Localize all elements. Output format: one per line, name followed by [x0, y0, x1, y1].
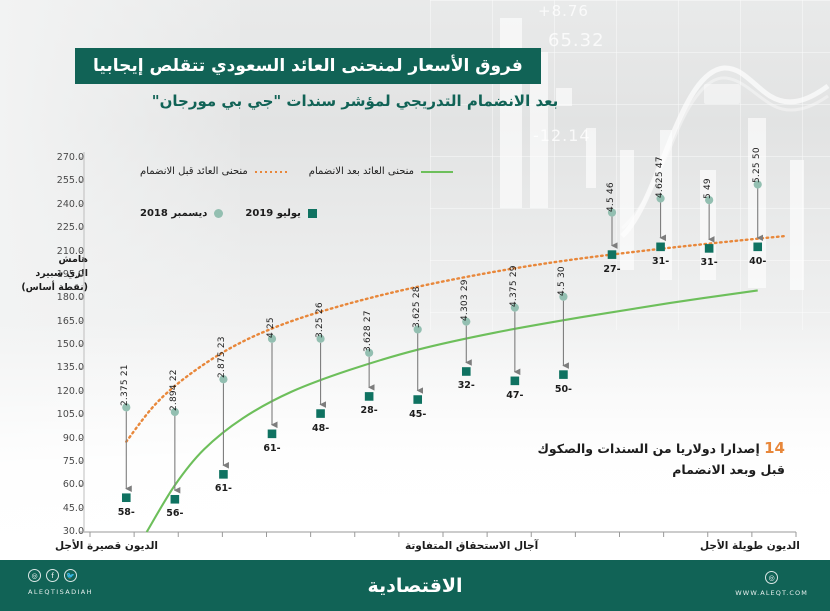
- x-axis-category-short: الديون قصيرة الأجل: [55, 540, 159, 552]
- bond-label: 4 25: [266, 316, 276, 338]
- annotation-line1: إصدارا دولاريا من السندات والصكوك: [537, 441, 760, 456]
- bond-label: 5.25 50: [751, 147, 762, 184]
- y-axis-tick: 255.0: [56, 175, 84, 187]
- spread-change-label: 32-: [457, 380, 475, 392]
- x-axis-category-long: الديون طويلة الأجل: [700, 540, 800, 552]
- footer: ◎ f 🐦 ALEQTISADIAH الاقتصادية ◎ WWW.ALEQ…: [0, 560, 830, 611]
- bond-label: 4.5 30: [557, 265, 568, 296]
- background-bar: [660, 130, 672, 280]
- y-axis-tick: 60.0: [62, 479, 84, 491]
- y-axis-tick: 270.0: [56, 152, 84, 163]
- y-axis-tick: 105.0: [56, 409, 84, 421]
- y-axis-tick: 225.0: [56, 222, 84, 234]
- background-number: 65.32: [548, 30, 605, 51]
- footer-site-block[interactable]: ◎ WWW.ALEQT.COM: [735, 571, 808, 597]
- background-bar: [620, 150, 634, 270]
- website-icon[interactable]: ◎: [765, 571, 779, 584]
- page-title: فروق الأسعار لمنحنى العائد السعودي تتقلص…: [75, 48, 541, 84]
- legend-label-december-2018: ديسمبر 2018: [140, 208, 208, 219]
- spread-change-label: 40-: [749, 255, 767, 267]
- bond-label: 4.5 46: [606, 181, 616, 212]
- background-bar: [530, 52, 548, 208]
- legend-label-july-2019: يوليو 2019: [245, 208, 301, 219]
- background-number: +8.76: [538, 2, 589, 20]
- y-axis-title-line3: (نقطة أساس): [21, 281, 88, 293]
- bond-label: 5 49: [703, 178, 714, 200]
- y-axis-title: هامش الزي سبيرد (نقطة أساس): [18, 253, 88, 294]
- bond-label: 2.375 21: [120, 364, 131, 407]
- legend-label-after-curve: منحنى العائد بعد الانضمام: [308, 166, 415, 177]
- spread-change-label: 45-: [409, 408, 427, 420]
- annotation-note: 14 إصدارا دولاريا من السندات والصكوك قبل…: [505, 437, 785, 480]
- legend-item-july-2019: يوليو 2019: [245, 208, 317, 219]
- footer-social-block: ◎ f 🐦 ALEQTISADIAH: [28, 569, 93, 596]
- social-icons[interactable]: ◎ f 🐦: [28, 569, 93, 582]
- spread-change-label: 47-: [506, 389, 524, 401]
- y-axis-tick: 240.0: [56, 198, 84, 210]
- y-axis-tick: 120.0: [56, 385, 84, 397]
- bond-label: 4.625 47: [654, 155, 665, 198]
- bond-label: 3.628 27: [363, 310, 374, 352]
- spread-change-label: 61-: [214, 483, 233, 495]
- bond-label: 3.625 28: [411, 286, 422, 329]
- chart-area: 270.0 255.0 240.0 225.0 210.0 195.0 180.0 165.0…: [18, 0, 800, 560]
- y-axis-tick: 90.0: [62, 432, 84, 444]
- footer-brand-arabic: الاقتصادية: [367, 574, 463, 597]
- y-axis-title-line2: الزي سبيرد: [35, 267, 88, 279]
- legend-item-december-2018: ديسمبر 2018: [140, 208, 224, 219]
- legend-series: يوليو 2019 ديسمبر 2018: [140, 208, 560, 219]
- spread-change-label: 58-: [117, 506, 135, 518]
- y-axis-tick: 150.0: [56, 339, 84, 350]
- circle-marker-icon: [214, 209, 224, 218]
- dotted-line-icon: [254, 170, 287, 173]
- y-axis-tick: 45.0: [62, 502, 84, 514]
- y-axis-title-line1: هامش: [58, 254, 88, 265]
- y-axis-tick: 195.0: [56, 268, 84, 280]
- background-photo: +8.76 65.32 -12.14: [0, 0, 830, 560]
- x-axis-category-mixed: آجال الاستحقاق المتفاوتة: [405, 540, 539, 552]
- legend-label-before-curve: منحنى العائد قبل الانضمام: [140, 166, 248, 177]
- footer-brand-latin: ALEQTISADIAH: [28, 588, 93, 596]
- annotation-count: 14: [764, 439, 785, 457]
- instagram-icon[interactable]: ◎: [28, 569, 41, 582]
- bond-label: 3.25 26: [314, 302, 325, 338]
- spread-change-label: 48-: [311, 422, 330, 434]
- square-marker-icon: [307, 209, 317, 218]
- y-axis-tick: 165.0: [56, 315, 84, 327]
- plot-svg: [80, 152, 797, 537]
- footer-site-url: WWW.ALEQT.COM: [735, 589, 808, 597]
- spread-change-label: 61-: [263, 442, 281, 454]
- bond-label: 2.875 23: [217, 336, 228, 379]
- legend-curves: منحنى العائد بعد الانضمام منحنى العائد ق…: [140, 166, 560, 177]
- y-axis-tick: 210.0: [56, 245, 84, 257]
- legend-item-after-curve: منحنى العائد بعد الانضمام: [308, 166, 454, 177]
- y-axis-tick: 30.0: [62, 526, 84, 537]
- bond-label: 4.375 29: [508, 264, 519, 307]
- y-axis-ticks: 270.0 255.0 240.0 225.0 210.0 195.0 180.0 165.0…: [22, 0, 84, 560]
- page-title-text: فروق الأسعار لمنحنى العائد السعودي تتقلص…: [93, 56, 523, 76]
- spread-change-label: 28-: [360, 405, 378, 417]
- page-subtitle: بعد الانضمام التدريجي لمؤشر سندات "جي بي…: [151, 92, 559, 110]
- twitter-icon[interactable]: 🐦: [64, 569, 77, 582]
- y-axis-tick: 75.0: [62, 455, 84, 467]
- spread-change-label: 27-: [603, 263, 621, 275]
- background-number: -12.14: [533, 126, 591, 145]
- spread-change-label: 50-: [554, 383, 573, 395]
- y-axis-tick: 135.0: [56, 362, 84, 374]
- background-bottom-fade: [0, 320, 830, 560]
- background-curve: [620, 65, 830, 238]
- facebook-icon[interactable]: f: [46, 569, 59, 582]
- solid-line-icon: [421, 170, 454, 173]
- legend-item-before-curve: منحنى العائد قبل الانضمام: [140, 166, 287, 177]
- bond-label: 4.303 29: [460, 278, 471, 321]
- spread-change-label: 56-: [166, 508, 184, 520]
- background-bar: [586, 128, 596, 188]
- annotation-line2: قبل وبعد الانضمام: [672, 462, 785, 478]
- y-axis-tick: 180.0: [56, 292, 84, 304]
- spread-change-label: 31-: [700, 257, 718, 269]
- bond-label: 2.894 22: [168, 369, 179, 411]
- spread-change-label: 31-: [651, 255, 670, 267]
- background-bar: [790, 160, 804, 290]
- background-bar: [556, 88, 572, 106]
